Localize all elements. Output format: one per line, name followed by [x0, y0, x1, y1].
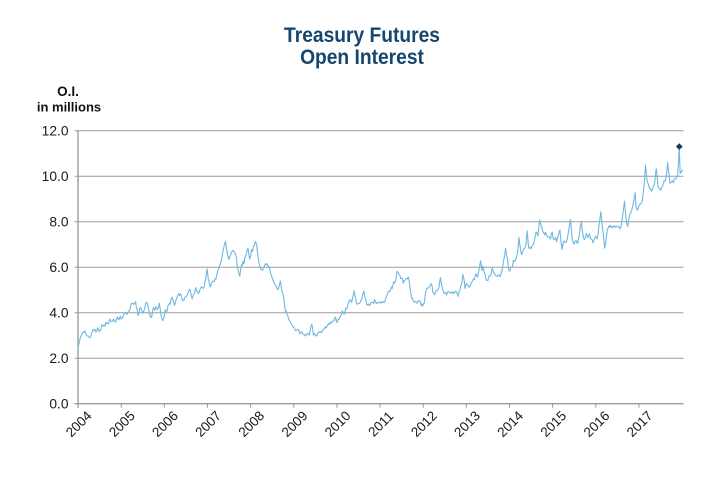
svg-text:10.0: 10.0 — [42, 169, 69, 184]
svg-text:8.0: 8.0 — [49, 214, 69, 229]
svg-text:0.0: 0.0 — [49, 396, 69, 411]
svg-text:2006: 2006 — [149, 408, 181, 440]
svg-text:2.0: 2.0 — [49, 351, 69, 366]
svg-text:12.0: 12.0 — [42, 123, 69, 138]
svg-text:O.I.: O.I. — [57, 84, 79, 99]
svg-text:2012: 2012 — [408, 408, 440, 440]
svg-text:2009: 2009 — [279, 408, 311, 440]
svg-text:4.0: 4.0 — [49, 305, 69, 320]
svg-text:6.0: 6.0 — [49, 260, 69, 275]
svg-text:2004: 2004 — [63, 408, 95, 440]
svg-text:2016: 2016 — [581, 408, 613, 440]
svg-text:2008: 2008 — [235, 408, 267, 440]
svg-text:2015: 2015 — [537, 408, 569, 440]
svg-text:2005: 2005 — [106, 408, 138, 440]
svg-text:2017: 2017 — [624, 408, 656, 440]
svg-text:2014: 2014 — [494, 408, 526, 440]
svg-text:2013: 2013 — [451, 408, 483, 440]
svg-text:2010: 2010 — [322, 408, 354, 440]
svg-text:in millions: in millions — [37, 100, 101, 115]
svg-text:2007: 2007 — [192, 408, 224, 440]
svg-text:2011: 2011 — [365, 408, 396, 439]
